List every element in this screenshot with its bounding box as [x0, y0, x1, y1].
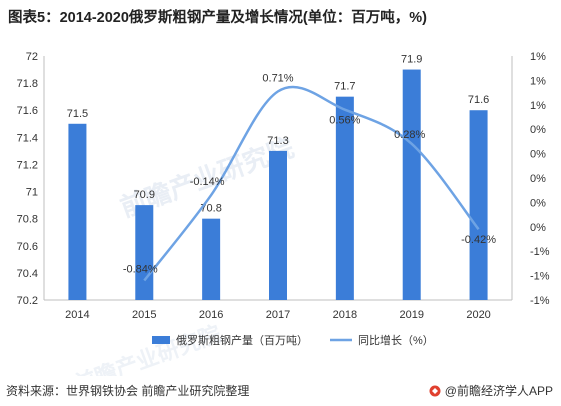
y-left-tick-label: 71.8 [17, 78, 38, 90]
x-tick-label: 2016 [199, 309, 223, 321]
x-tick-label: 2019 [399, 309, 423, 321]
bar [68, 123, 87, 301]
y-left-tick-label: 71.4 [17, 132, 38, 144]
legend-bar-swatch [152, 336, 170, 344]
y-right-tick-label: 1% [530, 51, 546, 63]
bar-value-label: 70.9 [134, 189, 155, 201]
bar [202, 218, 221, 300]
y-right-tick-label: 0% [530, 149, 546, 161]
bar-value-label: 71.3 [267, 135, 288, 147]
bar-value-label: 70.8 [200, 203, 221, 215]
line-value-label: 0.28% [394, 129, 425, 141]
brand-label: @前瞻经济学人APP [444, 384, 553, 398]
growth-line [143, 85, 480, 282]
chart-title: 图表5：2014-2020俄罗斯粗钢产量及增长情况(单位：百万吨，%) [8, 10, 427, 26]
line-value-label: -0.14% [190, 176, 225, 188]
x-tick-label: 2015 [132, 309, 156, 321]
y-right-tick-label: -1% [530, 295, 550, 307]
y-left-tick-label: 70.2 [17, 295, 38, 307]
x-tick-label: 2014 [65, 309, 89, 321]
bar [335, 96, 354, 300]
bar-value-label: 71.5 [67, 108, 88, 120]
y-right-tick-label: -1% [530, 246, 550, 258]
legend-bar-label: 俄罗斯粗钢产量（百万吨） [176, 333, 308, 347]
y-right-tick-label: -1% [530, 271, 550, 283]
line-value-label: -0.84% [123, 263, 158, 275]
y-right-tick-label: 1% [530, 100, 546, 112]
line-value-label: 0.71% [262, 72, 293, 84]
x-tick-label: 2020 [466, 309, 490, 321]
line-value-label: 0.56% [329, 115, 360, 127]
y-right-tick-label: 1% [530, 75, 546, 87]
y-left-tick-label: 70.8 [17, 214, 38, 226]
x-tick-label: 2018 [333, 309, 357, 321]
bar-value-label: 71.9 [401, 54, 422, 66]
y-right-tick-label: 0% [530, 197, 546, 209]
bar-value-label: 71.7 [334, 81, 355, 93]
y-left-tick-label: 72 [26, 51, 38, 63]
chart-area: 前瞻产业研究院 前瞻产业研究院 70.2 70.4 70.6 70.8 71 71.2 71.4… [0, 36, 561, 397]
line-value-label: -0.42% [461, 234, 496, 246]
bar-value-label: 71.6 [468, 94, 489, 106]
bar [469, 110, 488, 300]
legend-line-label: 同比增长（%） [358, 333, 434, 347]
y-left-tick-label: 71.6 [17, 105, 38, 117]
y-left-tick-label: 70.6 [17, 241, 38, 253]
y-right-tick-label: 0% [530, 124, 546, 136]
source-note: 资料来源：世界钢铁协会 前瞻产业研究院整理 [6, 384, 250, 398]
y-left-tick-label: 70.4 [17, 268, 38, 280]
bar [402, 69, 421, 300]
brand-logo-icon [429, 385, 441, 396]
watermark-text: 前瞻产业研究院 [71, 321, 224, 376]
brand-credit: @前瞻经济学人APP [429, 382, 553, 399]
combo-chart-svg: 前瞻产业研究院前瞻产业研究院70.270.470.670.87171.271.4… [17, 51, 550, 397]
y-left-tick-label: 71 [26, 187, 38, 199]
y-right-tick-label: 0% [530, 222, 546, 234]
y-right-tick-label: 0% [530, 173, 546, 185]
bar [135, 205, 154, 300]
bar [269, 150, 287, 300]
x-tick-label: 2017 [266, 309, 290, 321]
y-left-tick-label: 71.2 [17, 159, 38, 171]
